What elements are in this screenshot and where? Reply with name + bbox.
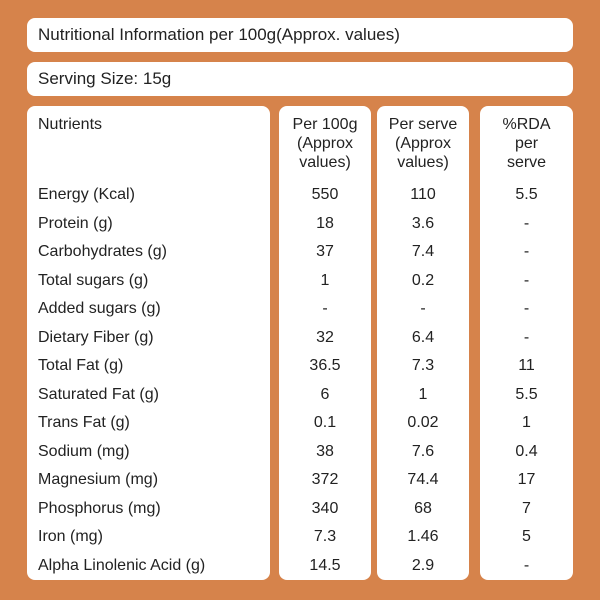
serving-panel: Serving Size: 15g bbox=[27, 62, 573, 96]
per100-value: 38 bbox=[316, 442, 334, 460]
per100-list: 550 18 37 1 - 32 36.5 6 0.1 38 372 340 7.3 14.5 bbox=[279, 181, 371, 580]
nutrients-header: Nutrients bbox=[38, 115, 270, 134]
nutrient-name: Magnesium (mg) bbox=[38, 471, 159, 488]
per-serve-header-line: values) bbox=[397, 154, 449, 171]
per100-header: Per 100g (Approx values) bbox=[279, 115, 371, 172]
per-serve-value: 6.4 bbox=[411, 328, 435, 346]
title-panel: Nutritional Information per 100g(Approx.… bbox=[27, 18, 573, 52]
per-serve-value: 1 bbox=[418, 385, 428, 403]
per-serve-value: 7.6 bbox=[411, 442, 435, 460]
per-serve-value: 1.46 bbox=[407, 528, 439, 545]
page-title: Nutritional Information per 100g(Approx.… bbox=[38, 25, 400, 44]
rda-value: 7 bbox=[522, 499, 531, 517]
per-serve-list: 110 3.6 7.4 0.2 - 6.4 7.3 1 0.02 7.6 74.4 68 1.46 2.9 bbox=[377, 181, 469, 580]
nutrient-name: Total Fat (g) bbox=[38, 357, 124, 374]
per100-header-line: values) bbox=[299, 154, 351, 171]
rda-value: - bbox=[523, 556, 530, 574]
nutrient-name: Carbohydrates (g) bbox=[38, 243, 167, 260]
nutrient-name: Added sugars (g) bbox=[38, 300, 161, 317]
nutrient-name: Protein (g) bbox=[38, 214, 113, 232]
per-serve-value: 3.6 bbox=[411, 214, 435, 232]
per100-header-line: Per 100g bbox=[292, 116, 358, 133]
per100-value: 372 bbox=[311, 471, 339, 488]
nutrient-name: Iron (mg) bbox=[38, 528, 103, 545]
serving-size: Serving Size: 15g bbox=[38, 69, 172, 88]
nutrient-name: Energy (Kcal) bbox=[38, 186, 135, 203]
rda-value: - bbox=[523, 214, 530, 232]
per100-value: 1 bbox=[320, 271, 330, 289]
per100-column: Per 100g (Approx values) 550 18 37 1 - 32 36.5… bbox=[279, 106, 371, 580]
per-serve-value: 110 bbox=[410, 186, 436, 203]
per100-header-line: (Approx bbox=[296, 135, 354, 152]
rda-list: 5.5 - - - - - 11 5.5 1 0.4 17 7 5 - bbox=[480, 181, 573, 580]
nutrient-name: Saturated Fat (g) bbox=[38, 385, 159, 403]
nutrients-list: Energy (Kcal) Protein (g) Carbohydrates (g… bbox=[27, 181, 270, 580]
per-serve-header-line: Per serve bbox=[388, 116, 458, 133]
per100-value: 6 bbox=[320, 385, 330, 403]
rda-value: - bbox=[523, 300, 530, 317]
nutrient-name: Alpha Linolenic Acid (g) bbox=[38, 556, 206, 574]
nutrient-name: Total sugars (g) bbox=[38, 271, 149, 289]
rda-value: - bbox=[523, 271, 530, 289]
per-serve-value: 0.2 bbox=[411, 271, 435, 289]
per100-value: - bbox=[322, 300, 328, 317]
rda-value: 17 bbox=[517, 471, 536, 488]
per100-value: 550 bbox=[311, 186, 339, 203]
rda-value: - bbox=[523, 328, 530, 346]
per100-value: 37 bbox=[316, 243, 334, 260]
rda-value: 5 bbox=[522, 528, 531, 545]
nutrients-header-label: Nutrients bbox=[38, 116, 103, 133]
rda-value: - bbox=[523, 243, 530, 260]
per-serve-column: Per serve (Approx values) 110 3.6 7.4 0.2 - 6… bbox=[377, 106, 469, 580]
per-serve-header-line: (Approx bbox=[394, 135, 452, 152]
nutrient-name: Dietary Fiber (g) bbox=[38, 328, 154, 346]
rda-value: 1 bbox=[522, 414, 531, 431]
rda-header-line: serve bbox=[506, 154, 547, 171]
per100-value: 0.1 bbox=[313, 414, 337, 431]
per100-value: 18 bbox=[316, 214, 334, 232]
per-serve-value: 0.02 bbox=[407, 414, 439, 431]
nutrient-name: Phosphorus (mg) bbox=[38, 499, 161, 517]
per-serve-value: 68 bbox=[414, 499, 432, 517]
per-serve-value: 2.9 bbox=[411, 556, 435, 574]
per-serve-value: 7.3 bbox=[411, 357, 435, 374]
rda-value: 0.4 bbox=[515, 442, 538, 460]
per100-value: 7.3 bbox=[313, 528, 337, 545]
rda-value: 11 bbox=[518, 357, 535, 374]
per-serve-value: 74.4 bbox=[407, 471, 439, 488]
rda-header: %RDA per serve bbox=[480, 115, 573, 172]
rda-value: 5.5 bbox=[515, 186, 538, 203]
rda-header-line: %RDA bbox=[502, 116, 551, 133]
nutrient-name: Trans Fat (g) bbox=[38, 414, 130, 431]
per-serve-value: 7.4 bbox=[411, 243, 435, 260]
rda-column: %RDA per serve 5.5 - - - - - 11 5.5 1 0.4 17 7 5 - bbox=[480, 106, 573, 580]
per-serve-header: Per serve (Approx values) bbox=[377, 115, 469, 172]
rda-header-line: per bbox=[514, 135, 539, 152]
per100-value: 340 bbox=[311, 499, 339, 517]
nutrient-name: Sodium (mg) bbox=[38, 442, 130, 460]
nutrients-column: Nutrients Energy (Kcal) Protein (g) Carboh… bbox=[27, 106, 270, 580]
per100-value: 32 bbox=[316, 328, 334, 346]
per100-value: 14.5 bbox=[309, 556, 341, 574]
per-serve-value: - bbox=[420, 300, 426, 317]
per100-value: 36.5 bbox=[309, 357, 341, 374]
rda-value: 5.5 bbox=[515, 385, 538, 403]
